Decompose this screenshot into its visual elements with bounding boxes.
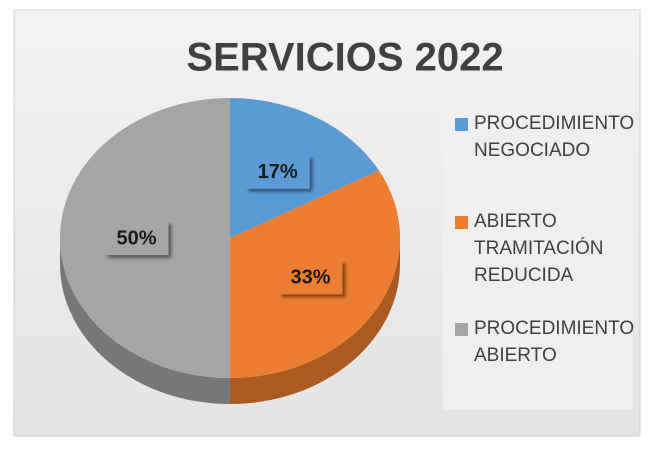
chart-title: SERVICIOS 2022 <box>186 36 503 80</box>
pie: 17% 33% 50% <box>60 98 401 404</box>
pie-slice-side <box>60 238 230 404</box>
data-label: 33% <box>290 266 330 288</box>
pie-slice-side <box>230 238 400 404</box>
data-label-box <box>104 221 169 255</box>
legend-area <box>443 100 633 410</box>
legend-label: PROCEDIMIENTO NEGOCIADO <box>474 113 635 161</box>
data-label: 17% <box>258 161 298 183</box>
data-label: 50% <box>116 227 156 249</box>
legend-swatch <box>455 118 468 131</box>
legend-swatch <box>455 216 468 229</box>
legend-label: ABIERTO TRAMITACIÓN REDUCIDA <box>474 211 604 286</box>
legend-label: PROCEDIMIENTO ABIERTO <box>474 318 635 366</box>
data-label-box <box>245 154 310 189</box>
data-label-box <box>278 260 343 295</box>
legend-swatch <box>455 323 468 336</box>
